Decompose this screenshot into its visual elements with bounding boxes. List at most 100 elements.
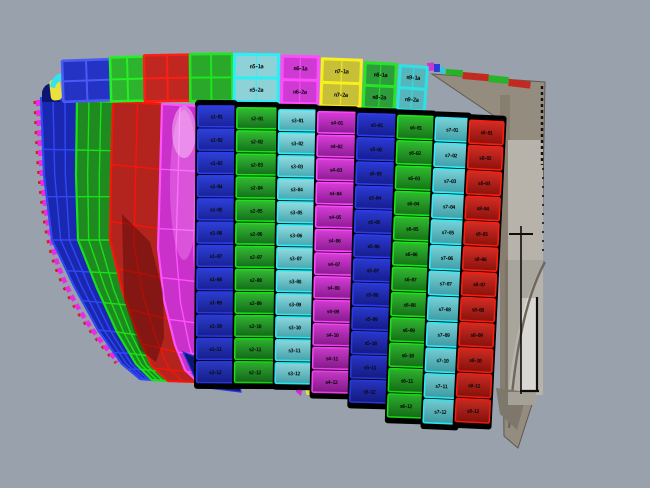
plate-label: s5-02 — [370, 147, 383, 153]
plate-label: s3-01 — [291, 118, 304, 124]
plate-label: s5-03 — [369, 171, 382, 177]
stern-slab-bright-face — [521, 298, 536, 390]
band-panel-5[interactable]: n6-1a n6-2a — [279, 54, 320, 106]
stern-block[interactable] — [427, 62, 547, 449]
plate-label: s2-07 — [250, 255, 263, 261]
plate-column-strake-2[interactable]: s2-01 s2-02 s2-03 s2-04 s2-05 s2-06 s2-07 s2-08… — [232, 101, 280, 390]
band-panel-1[interactable] — [108, 55, 147, 103]
grid-line-horizontal — [81, 299, 104, 304]
band-panel-6[interactable]: n7-1a n7-2a — [319, 57, 363, 109]
plate-label: s3-02 — [291, 141, 304, 147]
band-cell-split — [339, 84, 342, 105]
band-panel-4[interactable]: n5-1a n5-2a — [232, 52, 280, 104]
grid-line-horizontal — [111, 163, 161, 170]
band-panel-0[interactable] — [60, 57, 113, 104]
plate-label: s3-08 — [289, 279, 302, 285]
plate-label: s2-08 — [249, 278, 262, 284]
band-panel-7[interactable]: n8-1a n8-2a — [361, 61, 398, 111]
plate-label: s1-05 — [210, 207, 223, 213]
band-grid-hline — [62, 78, 111, 83]
plate-label: s4-01 — [331, 120, 344, 126]
plate-label: s8-01 — [480, 130, 493, 137]
deck-edge-strip-4[interactable] — [462, 72, 489, 82]
plate-label: s4-09 — [327, 309, 340, 315]
plate-label: s3-04 — [290, 187, 303, 193]
band-panel-label: n9-1a — [406, 75, 420, 82]
plate-label: s8-11 — [468, 383, 481, 390]
plate-label: s8-03 — [478, 181, 491, 188]
plate-label: s1-10 — [209, 324, 222, 330]
plate-label: s8-04 — [476, 206, 489, 213]
band-panel-label: n9-2a — [405, 97, 419, 104]
plate-label: s8-02 — [479, 155, 492, 162]
grid-line-horizontal — [113, 351, 130, 355]
plate-label: s4-04 — [329, 191, 342, 197]
band-panel-label: n6-2a — [293, 90, 307, 96]
plate-label: s2-06 — [250, 232, 263, 238]
plate-label: s2-09 — [249, 301, 262, 307]
band-panel-label: n5-1a — [250, 64, 264, 70]
plate-label: s7-04 — [443, 204, 456, 211]
plate-label: s8-09 — [470, 333, 483, 340]
deck-edge-strip-3[interactable] — [445, 69, 463, 77]
plate-label: s8-08 — [472, 307, 485, 314]
plate-label: s4-12 — [325, 380, 338, 386]
plate-label: s1-06 — [210, 231, 223, 237]
plate-label: s5-09 — [365, 317, 378, 323]
plate-label: s7-02 — [445, 153, 458, 160]
plate-label: s5-10 — [364, 341, 377, 347]
grid-line-horizontal — [158, 227, 195, 232]
bow-edge-red-dashes — [33, 100, 118, 364]
band-cell-split — [379, 64, 382, 85]
plate-label: s5-01 — [371, 123, 384, 129]
plate-label: s5-08 — [366, 292, 379, 298]
band-panel-3[interactable] — [188, 52, 234, 103]
plate-label: s4-11 — [326, 356, 339, 362]
plate-label: s3-09 — [289, 302, 302, 308]
plate-label: s1-01 — [210, 114, 223, 120]
band-cell-split — [378, 87, 381, 107]
grid-line-vertical — [86, 100, 158, 381]
grid-line-vertical — [98, 101, 164, 382]
grid-line-vertical — [52, 98, 145, 380]
plate-label: s7-03 — [444, 179, 457, 186]
plate-label: s7-12 — [434, 409, 447, 416]
band-panel-2[interactable] — [142, 53, 193, 103]
plate-label: s4-03 — [330, 168, 343, 174]
plate-label: s1-11 — [209, 347, 222, 353]
plate-label: s5-12 — [363, 389, 376, 395]
band-panel-8[interactable]: n9-1a n9-2a — [395, 64, 429, 113]
plate-label: s4-02 — [330, 144, 343, 150]
plate-label: s2-01 — [251, 116, 264, 122]
stern-block-seam-shade — [500, 95, 510, 395]
deck-edge-strip-5[interactable] — [488, 75, 509, 85]
plate-label: s6-08 — [403, 302, 416, 308]
band-cell-split — [340, 60, 343, 82]
plate-label: s5-07 — [366, 268, 379, 274]
deck-edge-strip-2[interactable] — [439, 67, 445, 75]
grid-line-horizontal — [160, 168, 197, 172]
grid-line-horizontal — [129, 352, 148, 357]
grid-line-horizontal — [110, 220, 159, 230]
deck-edge-strip-0[interactable] — [427, 62, 435, 71]
bow-edge-magenta-dashes — [35, 99, 120, 364]
plate-label: s7-08 — [438, 307, 451, 314]
deck-edge-strip-1[interactable] — [434, 64, 440, 72]
deck-edge-strip-6[interactable] — [508, 79, 531, 89]
plate-label: s1-09 — [209, 300, 222, 306]
plate-label: s8-05 — [475, 231, 488, 238]
grid-line-horizontal — [128, 308, 169, 320]
plate-label: s5-11 — [364, 365, 377, 371]
plate-label: s7-05 — [441, 230, 454, 237]
band-panel-label: n7-1a — [335, 69, 349, 75]
plate-label: s8-10 — [469, 358, 482, 365]
bow-corner-cyan[interactable] — [50, 73, 63, 88]
plate-label: s7-07 — [439, 281, 452, 288]
plate-column-strake-1[interactable]: s1-01 s1-02 s1-03 s1-04 s1-05 s1-06 s1-07 s1-08… — [194, 99, 238, 390]
plate-label: s8-06 — [474, 257, 487, 264]
band-grid-hline — [144, 76, 191, 80]
plate-label: s3-05 — [290, 210, 303, 216]
plate-label: s3-03 — [291, 164, 304, 170]
